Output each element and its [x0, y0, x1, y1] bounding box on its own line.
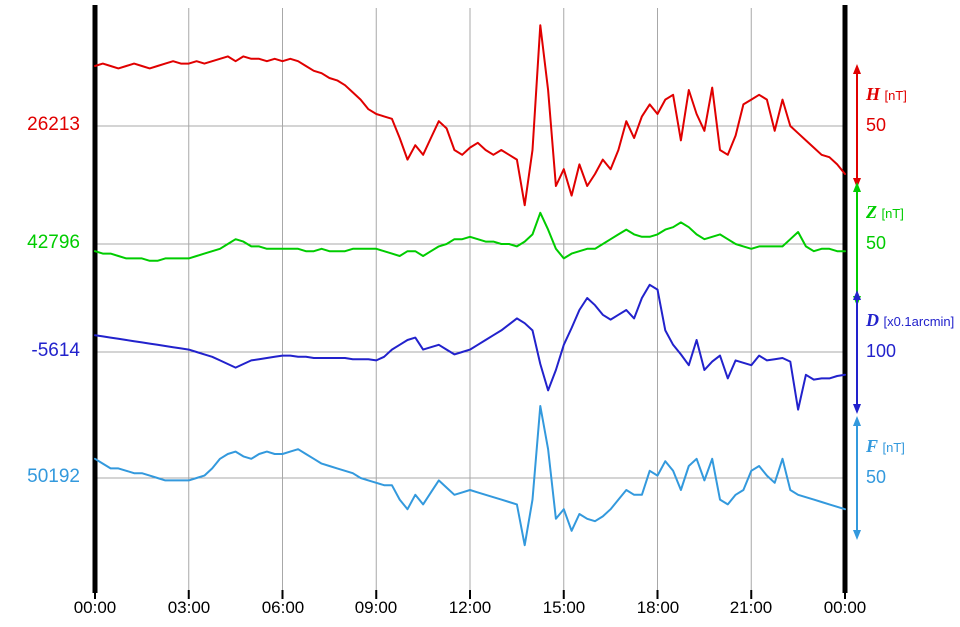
baseline-label-H: 26213	[27, 114, 80, 135]
series-label-F: F [nT]	[866, 436, 905, 458]
x-tick-label-1800: 18:00	[636, 598, 680, 617]
right-axis-bar	[842, 5, 848, 593]
trace-H	[94, 24, 846, 207]
trace-D	[94, 283, 846, 411]
series-label-H: H [nT]	[866, 84, 907, 106]
x-tick-label-0000b: 00:00	[823, 598, 867, 617]
scale-value-D: 100	[866, 341, 897, 361]
series-letter-Z: Z	[866, 202, 877, 222]
series-label-Z: Z [nT]	[866, 202, 904, 224]
series-unit-D: [x0.1arcmin]	[883, 314, 955, 329]
series-unit-Z: [nT]	[881, 206, 904, 221]
series-letter-F: F	[866, 436, 879, 456]
x-tick-label-1200: 12:00	[448, 598, 492, 617]
trace-Z	[94, 211, 846, 262]
scale-value-Z: 50	[866, 233, 887, 253]
scale-arrowhead-down-D	[853, 404, 861, 414]
scale-arrowhead-down-F	[853, 530, 861, 540]
baseline-label-Z: 42796	[27, 232, 80, 253]
scale-arrowhead-up-Z	[853, 182, 861, 192]
trace-F	[94, 405, 846, 547]
series-unit-H: [nT]	[884, 88, 907, 103]
series-label-D: D [x0.1arcmin]	[866, 310, 954, 332]
series-letter-H: H	[866, 84, 881, 104]
x-tick-label-0600: 06:00	[261, 598, 305, 617]
left-axis-bar	[92, 5, 98, 593]
scale-arrowhead-up-F	[853, 416, 861, 426]
series-unit-F: [nT]	[882, 440, 905, 455]
scale-arrowhead-up-H	[853, 64, 861, 74]
x-tick-label-0000a: 00:00	[73, 598, 117, 617]
baseline-label-F: 50192	[27, 466, 80, 487]
scale-value-H: 50	[866, 115, 887, 135]
series-letter-D: D	[866, 310, 879, 330]
baseline-label-D: -5614	[31, 340, 80, 361]
x-tick-label-1500: 15:00	[542, 598, 586, 617]
x-tick-label-0300: 03:00	[167, 598, 211, 617]
scale-value-F: 50	[866, 467, 887, 487]
x-tick-label-2100: 21:00	[729, 598, 773, 617]
scale-arrowhead-up-D	[853, 290, 861, 300]
x-tick-label-0900: 09:00	[354, 598, 398, 617]
